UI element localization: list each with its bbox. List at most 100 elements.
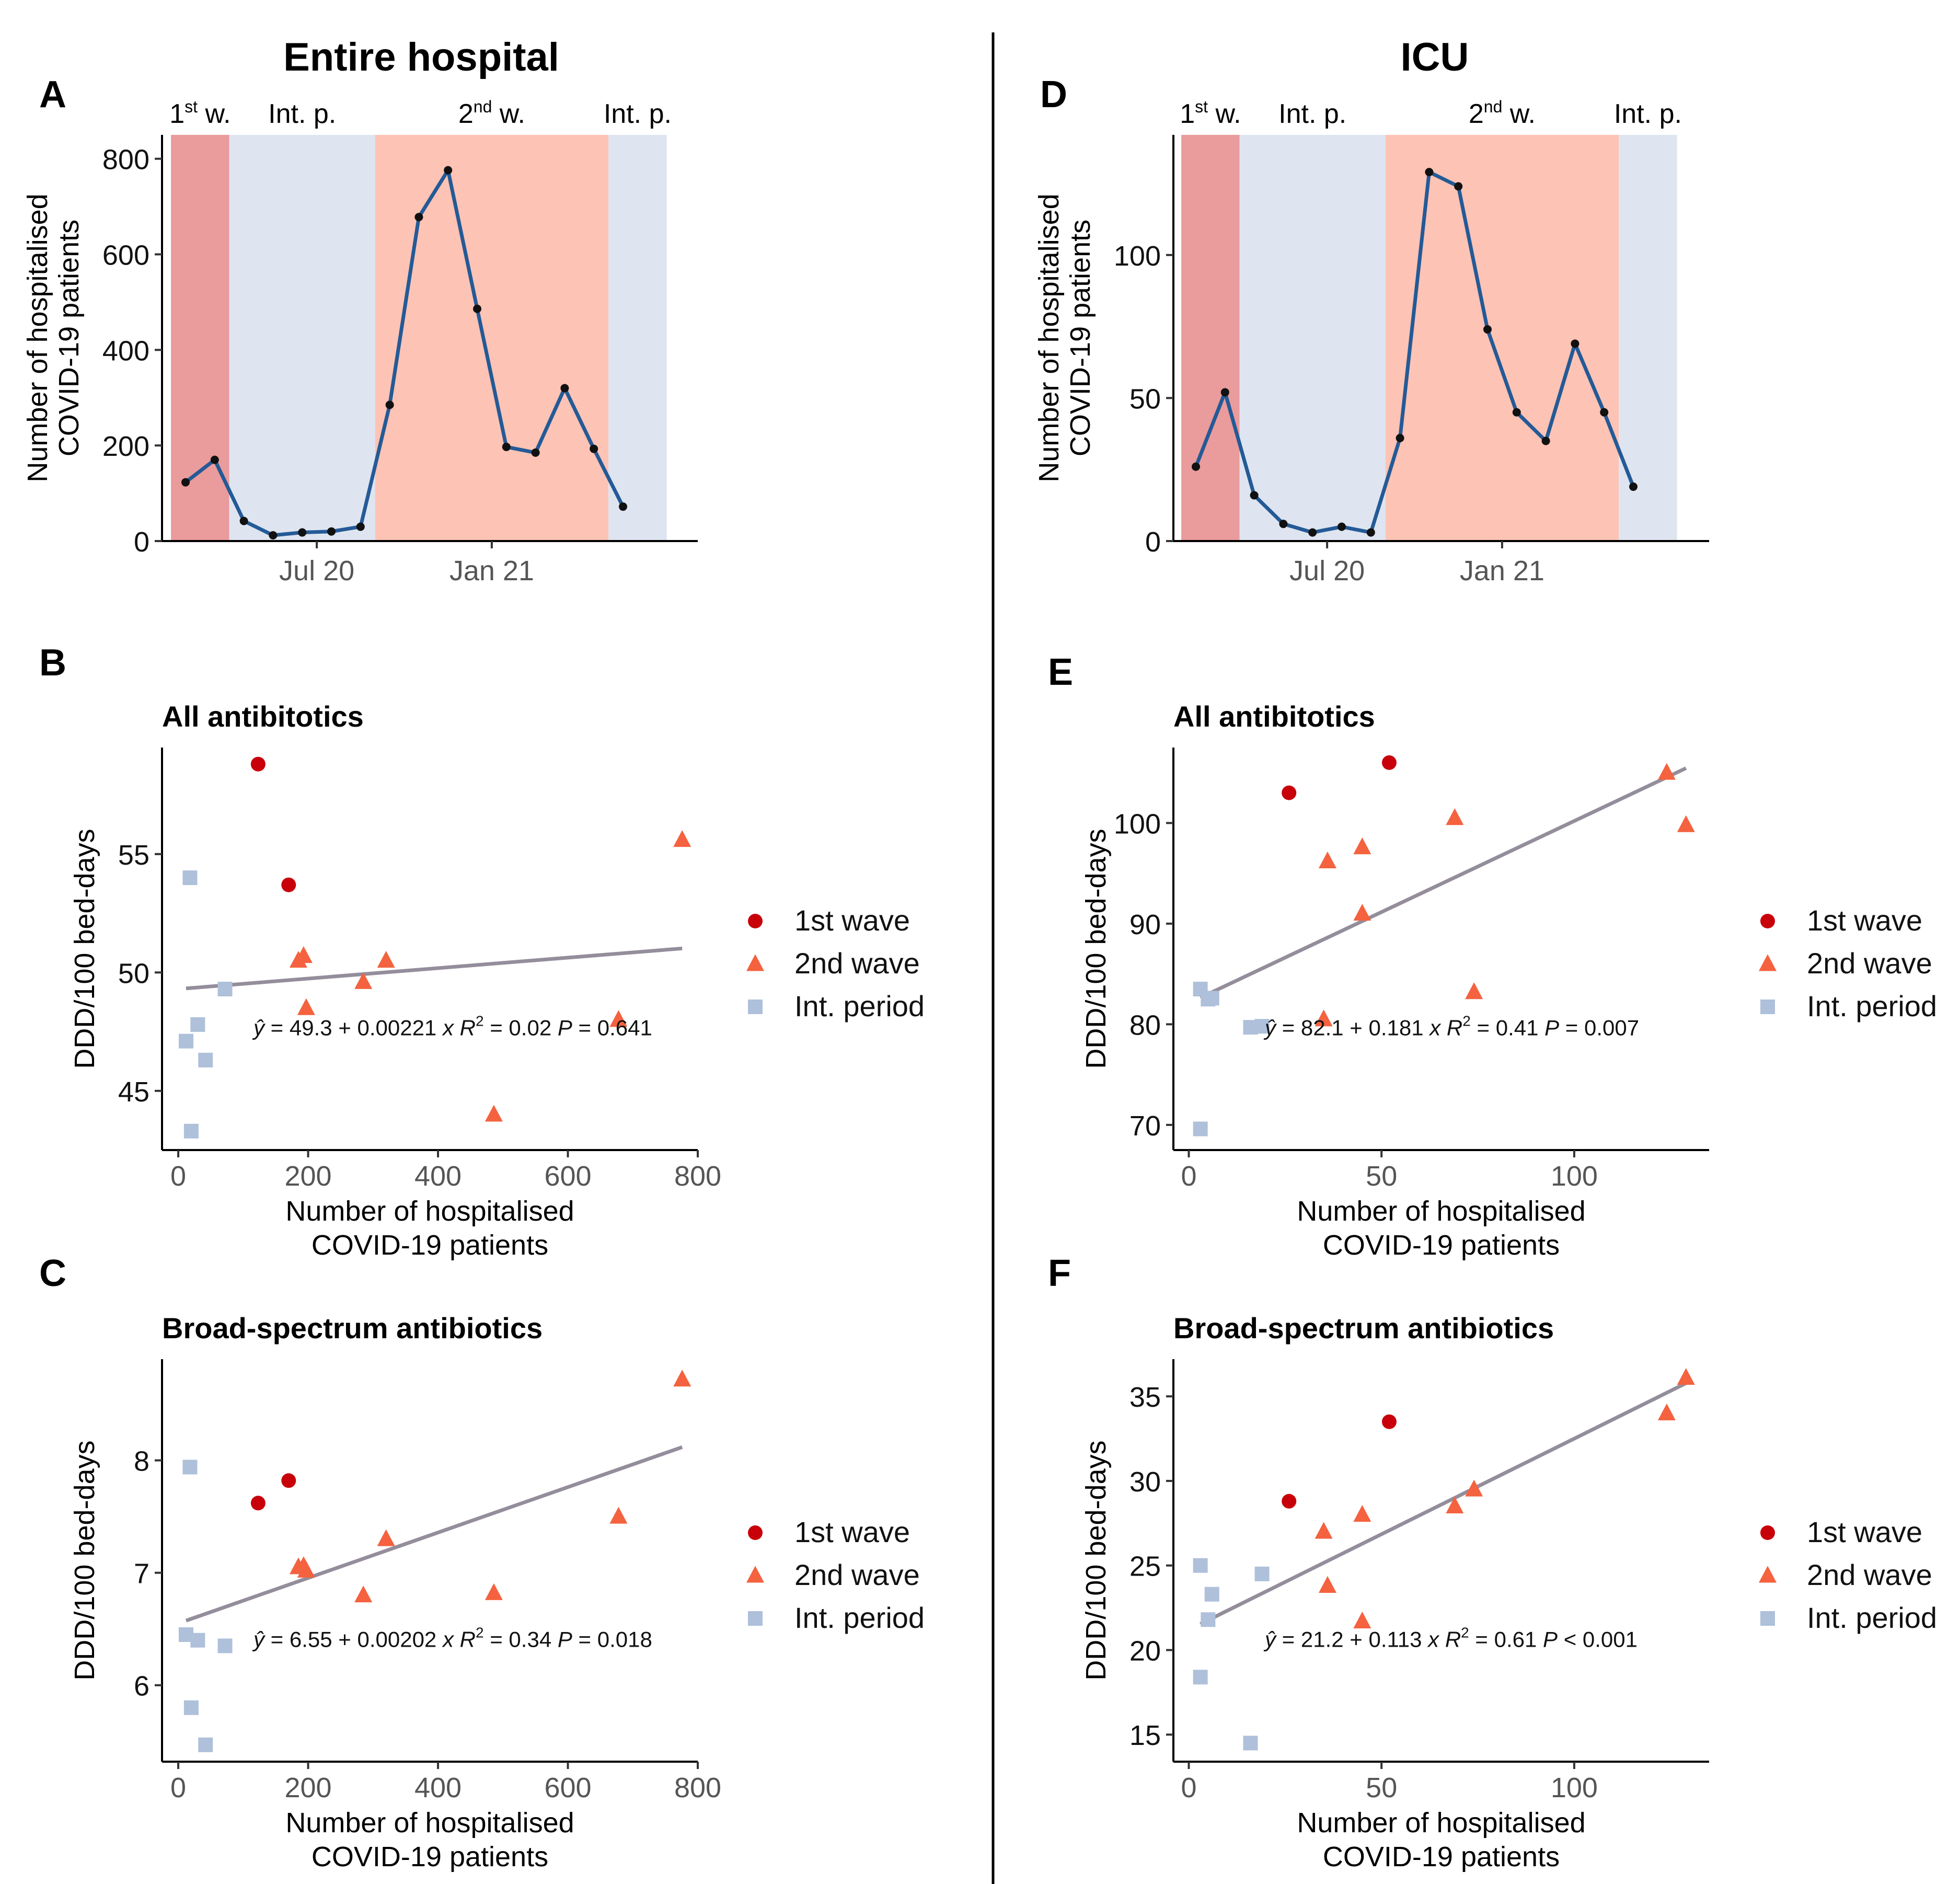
panel-title-E: All antibitotics [1173,700,1375,733]
data-point-0 [181,478,190,487]
x-tick-label-200: 200 [284,1772,331,1803]
x-tick-label-600: 600 [544,1772,591,1803]
point-int-period-legend-2 [748,1611,763,1626]
point-2nd-wave-2 [297,998,315,1015]
point-2nd-wave-0 [1315,1522,1333,1539]
panel-A: 1st w. Int. p. 2nd w. Int. p. 0 200 400 600 800 J… [22,74,698,587]
point-2nd-wave-6 [1657,763,1676,780]
x-axis-label-line-2: COVID-19 patients [1323,1230,1560,1261]
point-2nd-wave-1 [1318,851,1336,869]
point-2nd-wave-7 [1677,1368,1695,1385]
point-2nd-wave-1 [294,946,313,963]
point-int-period-0 [178,1033,193,1049]
band-label-3: Int. p. [1614,99,1682,129]
data-point-2 [1250,491,1259,500]
point-1st-wave-1 [1381,1414,1397,1429]
x-axis-label-line-2: COVID-19 patients [1323,1841,1560,1872]
column-title-entire-hospital: Entire hospital [283,35,559,79]
band-label-3: Int. p. [604,99,672,129]
point-2nd-wave-6 [609,1010,628,1027]
column-title-icu: ICU [1401,35,1469,79]
regression-equation: ŷ = 21.2 + 0.113 x R2 = 0.61 P < 0.001 [1263,1625,1638,1652]
point-2nd-wave-4 [1446,1496,1464,1513]
data-point-11 [1512,408,1521,417]
point-2nd-wave-3 [354,1586,373,1603]
data-point-2 [239,516,248,525]
point-2nd-wave-4 [377,1529,395,1546]
x-tick-label-50: 50 [1366,1772,1397,1803]
point-int-period-3 [1204,1587,1219,1602]
x-axis-label-line-2: COVID-19 patients [312,1230,548,1261]
y-tick-label-200: 200 [102,431,149,462]
point-1st-wave-0 [250,1496,266,1511]
point-int-period-3 [1204,991,1219,1006]
point-int-period-5 [1254,1019,1270,1034]
legend-label-2: Int. period [1807,990,1937,1023]
point-2nd-wave-3 [354,972,373,989]
point-1st-wave-0 [250,756,266,772]
panel-title-B: All antibitotics [162,700,364,733]
point-2nd-wave-5 [485,1583,503,1600]
data-point-9 [444,166,453,175]
x-tick-label-800: 800 [674,1161,721,1192]
y-tick-label-90: 90 [1129,909,1161,940]
point-2nd-wave-6 [609,1507,628,1524]
x-tick-label-Jan 21: Jan 21 [1460,555,1544,587]
panel-letter-B: B [39,642,66,684]
panel-C: C Broad-spectrum antibiotics 6 7 8 0 200 400 600… [39,1253,925,1872]
point-int-period-3 [190,1633,205,1648]
legend-label-0: 1st wave [794,904,910,937]
panels: 1st w. Int. p. 2nd w. Int. p.0200400600800J… [22,74,1937,1872]
panel-title-F: Broad-spectrum antibiotics [1173,1312,1554,1345]
point-1st-wave-legend-0 [748,1525,763,1540]
data-point-6 [356,522,365,531]
point-int-period-5 [1254,1566,1270,1581]
x-tick-label-100: 100 [1551,1161,1598,1192]
y-tick-label-50: 50 [118,958,149,989]
point-1st-wave-legend-0 [1760,1525,1775,1540]
point-2nd-wave-5 [485,1105,503,1122]
point-2nd-wave-2 [1353,1505,1371,1522]
point-2nd-wave-5 [1465,982,1483,1000]
y-axis-label: Number of hospitalisedCOVID-19 patients [22,193,85,482]
data-point-8 [414,213,423,222]
point-2nd-wave-legend-1 [1759,954,1777,971]
band-label-2: 2nd w. [458,97,525,129]
point-int-period-5 [217,982,233,996]
legend-label-0: 1st wave [1807,1515,1922,1548]
y-tick-label-6: 6 [134,1671,149,1702]
x-tick-label-600: 600 [544,1161,591,1192]
point-2nd-wave-legend-1 [1759,1566,1777,1583]
point-2nd-wave-7 [673,830,691,847]
band-interim-3 [608,135,667,541]
panel-letter-C: C [39,1253,66,1294]
point-int-period-legend-2 [1760,1000,1775,1014]
point-2nd-wave-4 [377,951,395,968]
y-tick-label-20: 20 [1129,1635,1161,1667]
legend-label-1: 2nd wave [794,1558,920,1591]
data-point-15 [619,502,627,511]
x-tick-label-0: 0 [1181,1772,1196,1803]
band-label-0: 1st w. [1180,97,1241,129]
point-int-period-1 [182,1460,198,1475]
point-2nd-wave-3 [1353,837,1371,855]
y-tick-label-7: 7 [134,1558,149,1590]
point-int-period-4 [1243,1736,1258,1751]
data-point-9 [1454,182,1463,191]
data-point-14 [590,444,598,453]
x-axis-label-line-1: Number of hospitalised [285,1196,574,1227]
band-interim-1 [1239,135,1386,541]
x-tick-label-200: 200 [284,1161,331,1192]
data-point-10 [1483,325,1492,334]
x-axis-label-line-1: Number of hospitalised [285,1807,574,1839]
point-2nd-wave-2 [1353,904,1371,921]
data-point-1 [1220,388,1229,397]
band-interim-3 [1619,135,1677,541]
data-point-13 [1571,339,1579,348]
x-tick-label-0: 0 [1181,1161,1196,1192]
point-int-period-1 [182,870,198,886]
y-tick-label-100: 100 [1114,240,1161,272]
point-int-period-1 [1193,1670,1208,1685]
x-tick-label-Jan 21: Jan 21 [449,555,534,587]
